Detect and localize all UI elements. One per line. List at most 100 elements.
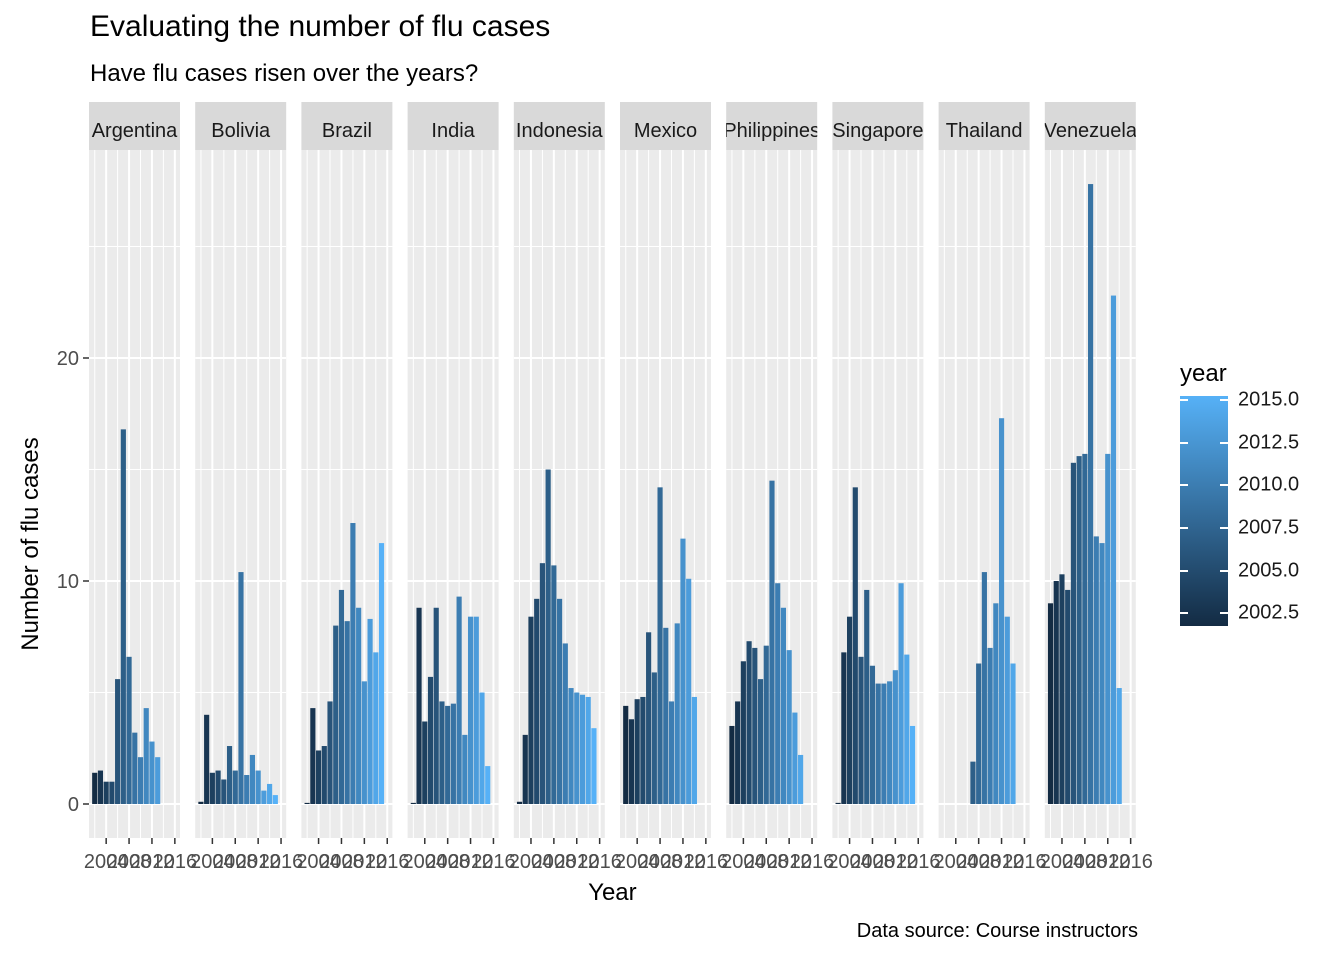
legend-title: year xyxy=(1180,360,1227,387)
bar-venezuela-2007 xyxy=(1076,456,1082,804)
bar-thailand-2008 xyxy=(976,663,982,804)
bar-singapore-2007 xyxy=(864,589,870,804)
facet-label-bolivia: Bolivia xyxy=(211,120,271,142)
bar-mexico-2008 xyxy=(657,487,663,804)
x-tick-label: 2004 xyxy=(403,851,448,873)
color-legend: year 2015.0 2012.5 2010.0 2007.5 2005.0 2002.… xyxy=(1180,360,1318,626)
y-axis-title: Number of flu cases xyxy=(17,437,44,650)
x-tick-label: 2008 xyxy=(638,851,683,873)
legend-labels: 2015.0 2012.5 2010.0 2007.5 2005.0 2002.5 xyxy=(1228,389,1318,626)
bar-india-2007 xyxy=(439,701,445,804)
bar-brazil-2009 xyxy=(344,621,350,804)
x-tick-label: 2008 xyxy=(956,851,1001,873)
legend-tick xyxy=(1180,441,1188,444)
bar-mexico-2007 xyxy=(651,672,657,804)
bar-argentina-2003 xyxy=(97,770,104,804)
bar-india-2013 xyxy=(473,616,479,804)
x-tick-label: 2012 xyxy=(236,851,281,873)
x-tick-label: 2008 xyxy=(319,851,364,873)
bar-argentina-2006 xyxy=(115,679,121,804)
bar-thailand-2009 xyxy=(981,572,987,804)
x-tick-label: 2004 xyxy=(615,851,660,873)
bar-bolivia-2013 xyxy=(261,790,267,804)
legend-tick xyxy=(1180,527,1188,530)
x-tick-label: 2016 xyxy=(365,851,410,873)
legend-colorbar xyxy=(1180,396,1228,626)
bar-bolivia-2007 xyxy=(226,746,233,804)
x-tick-label: 2008 xyxy=(425,851,470,873)
legend-tick xyxy=(1180,612,1188,615)
bar-brazil-2005 xyxy=(321,746,327,804)
bar-argentina-2010 xyxy=(137,757,144,804)
bar-mexico-2003 xyxy=(628,719,635,804)
bar-india-2003 xyxy=(416,607,422,804)
bar-venezuela-2006 xyxy=(1070,462,1076,804)
x-tick-label: 2016 xyxy=(1002,851,1047,873)
legend-label: 2010.0 xyxy=(1238,473,1300,496)
bar-singapore-2011 xyxy=(887,681,893,804)
bar-bolivia-2005 xyxy=(215,770,221,804)
bar-mexico-2004 xyxy=(634,699,640,804)
bar-singapore-2014 xyxy=(904,654,910,804)
bar-singapore-2010 xyxy=(881,683,887,804)
x-tick-label: 2004 xyxy=(84,851,129,873)
bar-venezuela-2002 xyxy=(1047,603,1054,804)
bar-brazil-2013 xyxy=(367,618,373,804)
bar-brazil-2003 xyxy=(310,708,316,804)
facet-strip xyxy=(1044,102,1136,150)
bar-venezuela-2003 xyxy=(1053,581,1059,804)
facet-label-philippines: Philippines xyxy=(723,120,820,142)
bar-brazil-2014 xyxy=(373,652,379,804)
bar-singapore-2005 xyxy=(852,487,858,804)
x-tick-label: 2016 xyxy=(684,851,729,873)
bar-singapore-2003 xyxy=(841,652,847,804)
facet-strip xyxy=(407,102,499,150)
x-tick-label: 2012 xyxy=(979,851,1024,873)
facet-strip xyxy=(513,102,605,150)
bar-india-2004 xyxy=(422,721,428,804)
bar-india-2006 xyxy=(433,607,439,804)
legend-tick xyxy=(1180,484,1188,487)
bar-india-2014 xyxy=(479,692,485,804)
bar-indonesia-2009 xyxy=(557,598,563,804)
bar-mexico-2012 xyxy=(680,538,686,804)
bar-indonesia-2003 xyxy=(522,734,528,804)
x-tick-label: 2012 xyxy=(767,851,812,873)
bar-singapore-2015 xyxy=(909,725,916,804)
bar-mexico-2014 xyxy=(691,696,697,804)
legend-tick xyxy=(1220,399,1228,401)
x-tick-label: 2004 xyxy=(1040,851,1085,873)
bar-argentina-2008 xyxy=(126,656,132,804)
bar-indonesia-2010 xyxy=(562,643,568,804)
bar-thailand-2007 xyxy=(970,761,976,804)
x-tick-label: 2012 xyxy=(448,851,493,873)
x-axis-title: Year xyxy=(588,879,637,906)
bar-singapore-2009 xyxy=(875,683,881,804)
legend-tick xyxy=(1180,399,1188,401)
bar-philippines-2003 xyxy=(735,701,741,804)
bar-mexico-2009 xyxy=(663,627,669,804)
x-tick-label: 2004 xyxy=(721,851,766,873)
bar-philippines-2005 xyxy=(746,641,752,804)
bar-bolivia-2014 xyxy=(267,783,273,804)
y-tick-label: 0 xyxy=(68,794,79,816)
bar-philippines-2014 xyxy=(798,754,804,804)
bar-bolivia-2010 xyxy=(244,775,250,804)
x-tick-label: 2016 xyxy=(790,851,835,873)
bar-brazil-2015 xyxy=(378,543,385,804)
facet-strip xyxy=(195,102,287,150)
bar-philippines-2006 xyxy=(752,647,758,804)
facet-strip xyxy=(620,102,711,150)
bar-mexico-2002 xyxy=(623,705,629,804)
legend-tick xyxy=(1180,569,1188,572)
bar-philippines-2013 xyxy=(792,712,798,804)
bar-venezuela-2009 xyxy=(1088,184,1094,804)
bar-argentina-2007 xyxy=(120,429,126,804)
legend-tick xyxy=(1220,527,1228,530)
